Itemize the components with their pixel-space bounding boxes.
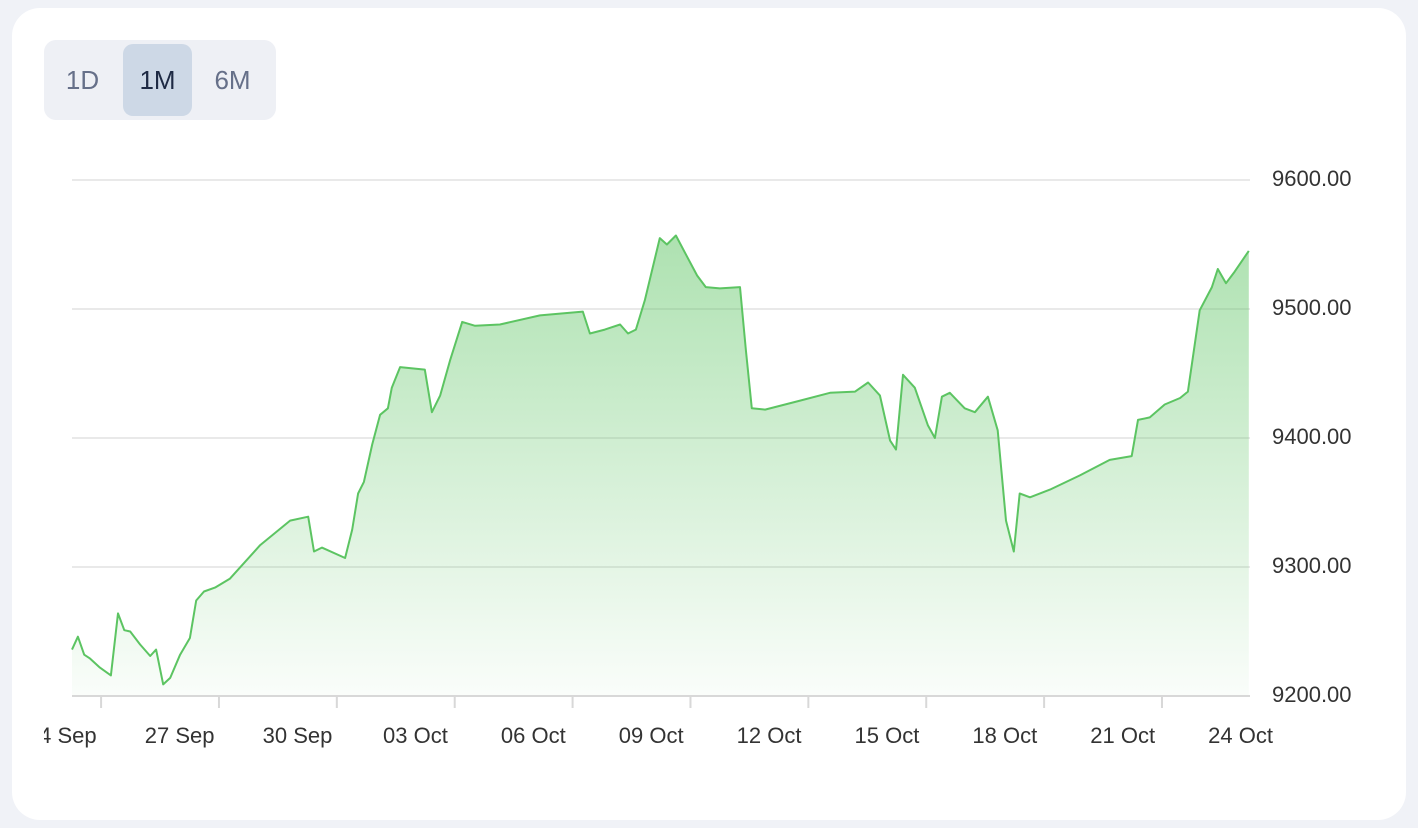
x-tick-label: 03 Oct — [383, 723, 448, 748]
x-tick-label: 21 Oct — [1090, 723, 1155, 748]
x-tick-label: 18 Oct — [972, 723, 1037, 748]
x-tick-label: 24 Sep — [27, 723, 97, 748]
range-selector: 1D 1M 6M — [44, 40, 276, 120]
x-tick-label: 24 Oct — [1208, 723, 1273, 748]
range-button[interactable]: 1D — [65, 64, 100, 95]
x-tick-label: 06 Oct — [501, 723, 566, 748]
price-line — [71, 234, 1250, 686]
y-tick-label: 9200.00 — [1272, 682, 1352, 707]
x-tick-label: 15 Oct — [855, 723, 920, 748]
y-tick-label: 9600.00 — [1272, 166, 1352, 191]
x-tick-label: 12 Oct — [737, 723, 802, 748]
range-button[interactable]: 1M — [123, 44, 192, 116]
x-tick-label: 27 Sep — [145, 723, 215, 748]
area-fill — [72, 235, 1249, 696]
x-tick-label: 30 Sep — [263, 723, 333, 748]
y-tick-label: 9300.00 — [1272, 553, 1352, 578]
y-tick-label: 9500.00 — [1272, 295, 1352, 320]
range-button[interactable]: 6M — [214, 64, 251, 95]
x-tick-label: 09 Oct — [619, 723, 684, 748]
y-tick-label: 9400.00 — [1272, 424, 1352, 449]
